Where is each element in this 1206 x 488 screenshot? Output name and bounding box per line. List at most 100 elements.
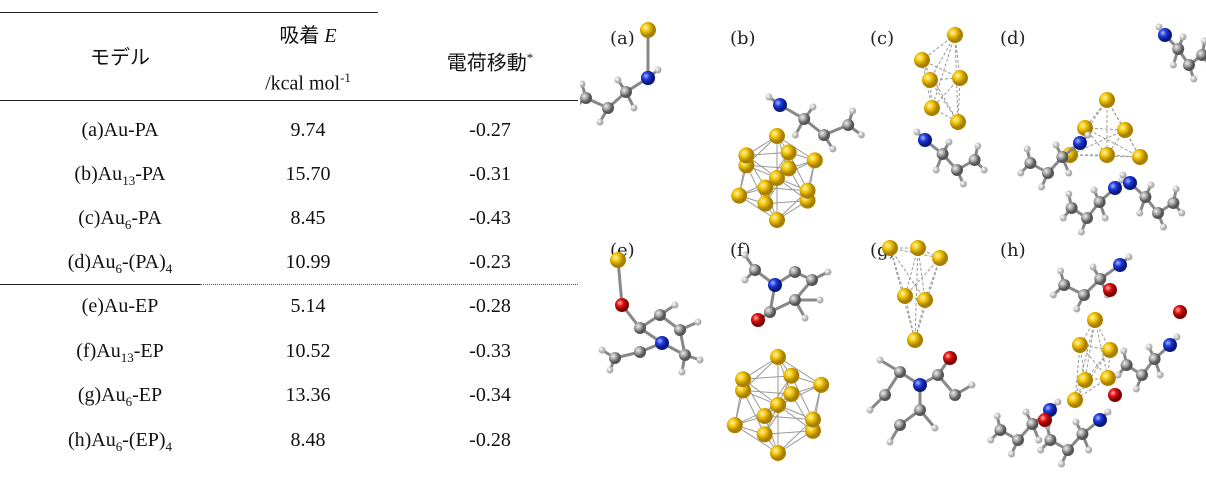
charge-cell: -0.27 xyxy=(400,118,580,142)
charge-cell: -0.28 xyxy=(400,428,580,452)
energy-cell: 15.70 xyxy=(218,162,398,186)
atom xyxy=(620,86,632,98)
atom xyxy=(867,407,874,414)
atom xyxy=(1172,43,1184,55)
atom xyxy=(1173,186,1180,193)
charge-cell: -0.28 xyxy=(400,294,580,318)
atom xyxy=(781,160,797,176)
model-text: (d)Au xyxy=(68,251,116,273)
model-cell: (e)Au-EP xyxy=(20,294,220,318)
atom xyxy=(805,412,821,428)
atom xyxy=(1050,292,1057,299)
atom xyxy=(810,104,817,111)
rule xyxy=(0,100,578,101)
atom xyxy=(877,357,884,364)
atom xyxy=(969,154,981,166)
model-text: (b)Au xyxy=(74,163,122,185)
atom xyxy=(994,413,1001,420)
atom xyxy=(674,324,686,336)
atom xyxy=(932,250,948,266)
atom xyxy=(1102,342,1118,358)
atom xyxy=(770,445,786,461)
atom xyxy=(738,147,754,163)
header-text: /kcal mol xyxy=(265,73,340,95)
atom xyxy=(792,132,799,139)
atom xyxy=(937,148,949,160)
atom xyxy=(987,437,994,444)
atom xyxy=(609,352,621,364)
subscript: 4 xyxy=(166,261,173,276)
atom xyxy=(769,212,785,228)
atom xyxy=(1038,413,1052,427)
atom xyxy=(1103,283,1117,297)
energy-cell: 9.74 xyxy=(218,118,398,142)
atom xyxy=(1121,359,1133,371)
charge-cell: -0.33 xyxy=(400,339,580,363)
atom xyxy=(1100,370,1116,386)
atom xyxy=(897,288,913,304)
atom xyxy=(634,346,646,358)
atom xyxy=(1093,413,1107,427)
atom xyxy=(1072,337,1088,353)
atom xyxy=(742,252,749,259)
panel-label: (b) xyxy=(730,28,756,49)
atom xyxy=(1108,181,1122,195)
bond xyxy=(1075,345,1080,400)
atom xyxy=(1024,157,1036,169)
charge-cell: -0.43 xyxy=(400,206,580,230)
atom xyxy=(907,332,923,348)
model-text: (a)Au-PA xyxy=(81,119,158,141)
atom xyxy=(1066,202,1078,214)
atom xyxy=(1076,428,1088,440)
atom xyxy=(1024,146,1031,153)
atom xyxy=(1102,215,1109,222)
atom xyxy=(679,369,686,376)
atom xyxy=(634,322,646,334)
atom xyxy=(818,129,830,141)
atom xyxy=(922,72,938,88)
energy-cell: 5.14 xyxy=(218,294,398,318)
atom xyxy=(969,382,976,389)
atom xyxy=(817,297,824,304)
header-text: 吸着 xyxy=(279,25,319,47)
atom xyxy=(1173,305,1187,319)
header-unit: /kcal mol-1 xyxy=(218,66,398,96)
atom xyxy=(1146,344,1153,351)
atom xyxy=(1065,170,1072,177)
atom xyxy=(766,94,773,101)
atom xyxy=(943,351,957,365)
energy-cell: 13.36 xyxy=(218,383,398,407)
atom xyxy=(1044,434,1056,446)
model-text: -PA xyxy=(135,163,165,185)
atom xyxy=(580,81,586,88)
atom xyxy=(1078,229,1085,236)
atom xyxy=(1152,207,1164,219)
atom xyxy=(910,240,926,256)
atom xyxy=(1167,197,1179,209)
atom xyxy=(607,367,614,374)
model-cell: (b)Au13-PA xyxy=(20,162,220,193)
model-cell: (f)Au13-EP xyxy=(20,339,220,370)
atom xyxy=(1058,279,1070,291)
atom xyxy=(697,357,704,364)
rule xyxy=(0,12,378,13)
atom xyxy=(781,144,797,160)
atom xyxy=(1126,254,1133,261)
atom xyxy=(806,274,818,286)
atom xyxy=(917,292,933,308)
atom xyxy=(1105,409,1112,416)
atom xyxy=(918,133,932,147)
header-symbol: E xyxy=(324,25,336,47)
figure: (a)(b)(c)(d)(e)(f)(g)(h) xyxy=(580,0,1206,488)
atom xyxy=(1133,386,1140,393)
panel-label: (h) xyxy=(1000,240,1026,261)
atom xyxy=(1149,353,1161,365)
atom xyxy=(751,313,765,327)
atom xyxy=(813,377,829,393)
atom xyxy=(842,119,854,131)
atom xyxy=(879,389,891,401)
atom xyxy=(655,336,669,350)
atom xyxy=(1148,182,1155,189)
atom xyxy=(757,408,773,424)
panel-label: (c) xyxy=(870,28,894,49)
